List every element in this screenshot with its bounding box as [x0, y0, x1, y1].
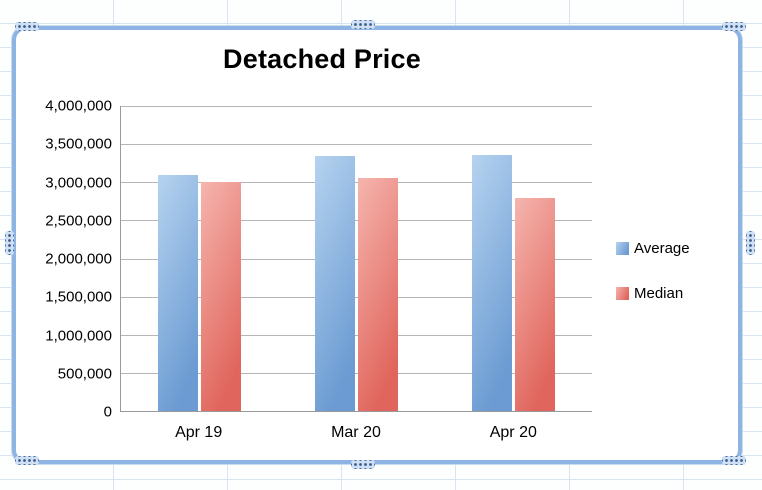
- x-axis-labels: Apr 19 Mar 20 Apr 20: [120, 424, 592, 442]
- gridline: [121, 334, 592, 336]
- chart-title: Detached Price: [223, 44, 421, 74]
- legend-swatch: [616, 287, 629, 300]
- selection-handle-bottom-center[interactable]: [351, 460, 375, 469]
- chart-object[interactable]: Detached Price 0 500,000 1,000,000 1,500,00…: [12, 26, 742, 464]
- selection-handle-bottom-left[interactable]: [15, 456, 39, 465]
- gridline: [121, 144, 592, 146]
- bar-group-mar-20: [315, 106, 398, 411]
- y-tick-label: 500,000: [57, 365, 112, 383]
- y-tick-label: 0: [103, 403, 112, 421]
- gridline: [121, 372, 592, 374]
- selection-handle-top-left[interactable]: [15, 22, 39, 31]
- y-tick-label: 2,000,000: [45, 250, 112, 268]
- y-axis-labels: 0 500,000 1,000,000 1,500,000 2,000,000 2,500…: [16, 98, 112, 421]
- legend-item-median[interactable]: Median: [616, 285, 690, 302]
- bar-median-apr-20[interactable]: [515, 197, 555, 411]
- x-tick-label: Apr 20: [489, 424, 537, 441]
- y-tick-label: 3,500,000: [45, 135, 112, 153]
- bar-average-apr-19[interactable]: [158, 174, 198, 411]
- legend-swatch: [616, 242, 629, 255]
- plot-bars: [121, 106, 592, 411]
- legend-label: Average: [634, 240, 690, 257]
- y-tick-label: 1,000,000: [45, 327, 112, 344]
- x-tick-label: Apr 19: [175, 424, 223, 441]
- y-tick-label: 1,500,000: [45, 288, 112, 306]
- x-tick-label: Mar 20: [331, 424, 381, 441]
- selection-handle-middle-left[interactable]: [5, 231, 14, 255]
- gridline: [121, 220, 592, 222]
- gridline: [121, 106, 592, 107]
- bar-average-apr-20[interactable]: [472, 154, 512, 411]
- bar-average-mar-20[interactable]: [315, 155, 355, 411]
- bar-median-mar-20[interactable]: [358, 178, 398, 411]
- gridline: [121, 296, 592, 298]
- legend: Average Median: [616, 240, 690, 302]
- bar-group-apr-19: [158, 106, 241, 411]
- bar-median-apr-19[interactable]: [201, 182, 241, 411]
- y-tick-label: 4,000,000: [45, 97, 112, 115]
- selection-handle-top-center[interactable]: [351, 20, 375, 29]
- legend-label: Median: [634, 285, 684, 302]
- y-tick-label: 2,500,000: [45, 212, 112, 230]
- gridline: [121, 182, 592, 184]
- selection-handle-top-right[interactable]: [722, 22, 746, 31]
- selection-handle-bottom-right[interactable]: [722, 456, 746, 465]
- selection-handle-middle-right[interactable]: [746, 231, 755, 255]
- bar-group-apr-20: [472, 106, 555, 411]
- gridline: [121, 258, 592, 260]
- y-tick-label: 3,000,000: [45, 174, 112, 191]
- plot-area: [120, 106, 592, 412]
- legend-item-average[interactable]: Average: [616, 240, 690, 257]
